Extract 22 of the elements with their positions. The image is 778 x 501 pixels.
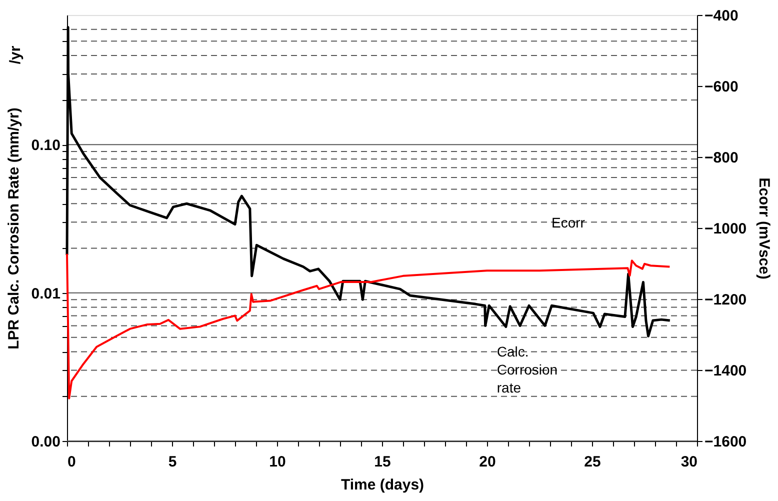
y-tick-label: 0.00 (31, 434, 60, 450)
y2-tick-label: −1200 (704, 292, 747, 308)
y2-axis-title: Ecorr (mVsce) (756, 178, 773, 280)
x-tick-label: 30 (680, 454, 698, 470)
line-series (66, 252, 671, 400)
y2-tick-label: −1000 (704, 220, 747, 238)
y2-tick-label: −600 (704, 78, 738, 96)
x-tick-label: 5 (168, 454, 177, 470)
y-axis-title: LPR Calc. Corrosion Rate (mm/yr) (5, 108, 22, 350)
x-tick-label: 25 (584, 454, 601, 470)
x-tick-label: 10 (269, 454, 286, 470)
y-tick-label: 0.10 (31, 137, 60, 154)
y2-tick-label: −1600 (704, 434, 747, 450)
x-tick-label: 15 (374, 454, 391, 470)
x-axis-title: Time (days) (340, 476, 424, 494)
y2-tick-label: −400 (704, 8, 738, 24)
x-tick-label: 0 (68, 454, 76, 470)
y2-tick-label: −1400 (704, 362, 747, 380)
x-tick-label: 20 (479, 454, 496, 470)
y-tick-label: 0.01 (31, 285, 60, 302)
y2-tick-label: −800 (704, 150, 738, 166)
text: /yr (7, 46, 24, 64)
